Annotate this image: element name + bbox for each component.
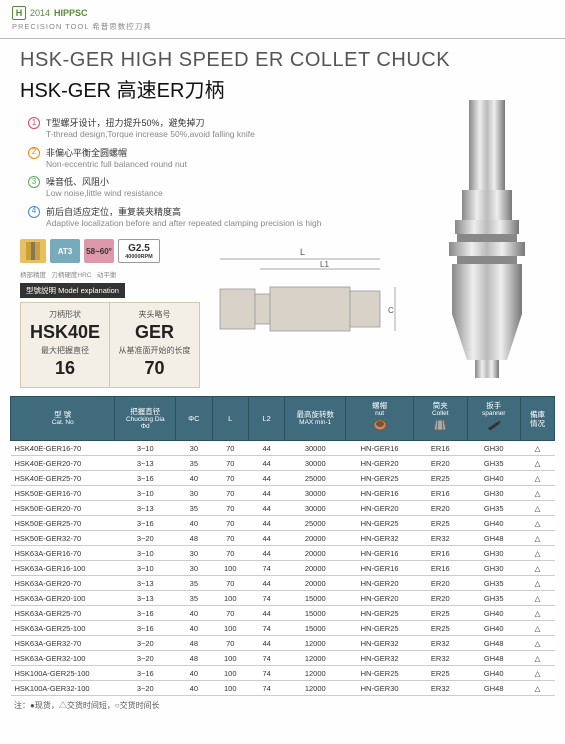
table-row: HSK63A-GER25-703~1640704415000HN-GER25ER…	[11, 606, 555, 621]
col-nut: 螺帽nut	[346, 397, 414, 441]
badge-hrc: 58~60°	[84, 239, 114, 263]
spec-table: 型 號Cat. No 把握直径Chucking DiaΦd ΦC L L2 最高…	[10, 396, 555, 696]
col-collet: 筒夹Collet	[414, 397, 467, 441]
spanner-icon	[486, 418, 502, 432]
divider	[0, 38, 565, 39]
table-row: HSK63A-GER16-1003~10301007420000HN-GER16…	[11, 561, 555, 576]
col-spanner: 扳手spanner	[467, 397, 520, 441]
model-explain-box: 刀柄形状 HSK40E 最大把握直径 16 夹头略号 GER 从基准面开始的长度…	[20, 302, 200, 388]
col-l: L	[212, 397, 248, 441]
col-l2: L2	[248, 397, 284, 441]
table-row: HSK63A-GER16-703~1030704420000HN-GER16ER…	[11, 546, 555, 561]
badge-icon	[20, 239, 46, 263]
table-row: HSK100A-GER25-1003~16401007412000HN-GER2…	[11, 666, 555, 681]
table-row: HSK50E-GER25-703~1640704425000HN-GER25ER…	[11, 516, 555, 531]
badge-at3: AT3	[50, 239, 80, 263]
feature-en: Adaptive localization before and after r…	[46, 218, 321, 229]
table-row: HSK63A-GER32-703~2048704412000HN-GER32ER…	[11, 636, 555, 651]
table-row: HSK63A-GER20-703~1335704420000HN-GER20ER…	[11, 576, 555, 591]
title-cn: HSK-GER 高速ER刀柄	[20, 74, 545, 103]
table-row: HSK50E-GER32-703~2048704420000HN-GER32ER…	[11, 531, 555, 546]
brand-bar: H 2014 HIPPSC	[12, 6, 553, 20]
brand-year: 2014	[30, 8, 50, 18]
feature-en: Non-eccentric full balanced round nut	[46, 159, 187, 170]
feature-item: 4 前后自适应定位，重复装夹精度高 Adaptive localization …	[28, 206, 340, 230]
col-dia: 把握直径Chucking DiaΦd	[115, 397, 176, 441]
collet-icon	[432, 418, 448, 432]
feature-cn: 非偏心平衡全圆螺帽	[46, 147, 187, 159]
col-catno: 型 號Cat. No	[11, 397, 115, 441]
brand-name: HIPPSC	[54, 8, 88, 18]
table-row: HSK63A-GER20-1003~13351007415000HN-GER20…	[11, 591, 555, 606]
brand-logo-icon: H	[12, 6, 26, 20]
badge-subtext: 柄部精度 刀柄硬度HRC 动平衡	[20, 269, 200, 279]
title-en: HSK-GER HIGH SPEED ER COLLET CHUCK	[20, 49, 545, 72]
badge-g25: G2.5 40000RPM	[118, 239, 160, 263]
table-row: HSK100A-GER32-1003~20401007412000HN-GER3…	[11, 681, 555, 696]
table-row: HSK50E-GER20-703~1335704430000HN-GER20ER…	[11, 501, 555, 516]
table-row: HSK40E-GER20-703~1335704430000HN-GER20ER…	[11, 456, 555, 471]
feature-num-icon: 3	[28, 176, 40, 188]
footnote: 注：●现货，△交货时间短，○交货时间长	[0, 696, 565, 715]
model-explain-label: 型號説明 Model explanation	[20, 283, 125, 298]
feature-num-icon: 2	[28, 147, 40, 159]
feature-cn: 前后自适应定位，重复装夹精度高	[46, 206, 321, 218]
table-row: HSK50E-GER16-703~1030704430000HN-GER16ER…	[11, 486, 555, 501]
feature-num-icon: 1	[28, 117, 40, 129]
brand-tagline: PRECISION TOOL 希普思数控刀具	[12, 21, 553, 32]
spec-badges: AT3 58~60° G2.5 40000RPM	[20, 239, 200, 263]
nut-icon	[372, 418, 388, 432]
svg-text:C: C	[388, 306, 394, 315]
feature-cn: 噪音低、风阻小	[46, 176, 163, 188]
feature-cn: T型螺牙设计，扭力提升50%，避免掉刀	[46, 117, 255, 129]
col-c: ΦC	[176, 397, 212, 441]
table-row: HSK63A-GER25-1003~16401007415000HN-GER25…	[11, 621, 555, 636]
feature-num-icon: 4	[28, 206, 40, 218]
feature-en: T-thread design,Torque increase 50%,avoi…	[46, 129, 255, 140]
feature-item: 3 噪音低、风阻小 Low noise,little wind resistan…	[28, 176, 340, 200]
table-row: HSK63A-GER32-1003~20481007412000HN-GER32…	[11, 651, 555, 666]
feature-item: 1 T型螺牙设计，扭力提升50%，避免掉刀 T-thread design,To…	[28, 117, 340, 141]
col-stock: 備庫情况	[520, 397, 554, 441]
svg-text:L1: L1	[320, 260, 329, 269]
feature-en: Low noise,little wind resistance	[46, 188, 163, 199]
table-row: HSK40E-GER25-703~1640704425000HN-GER25ER…	[11, 471, 555, 486]
feature-item: 2 非偏心平衡全圆螺帽 Non-eccentric full balanced …	[28, 147, 340, 171]
table-row: HSK40E-GER16-703~1030704430000HN-GER16ER…	[11, 441, 555, 456]
product-photo	[427, 100, 547, 380]
feature-list: 1 T型螺牙设计，扭力提升50%，避免掉刀 T-thread design,To…	[0, 103, 360, 229]
col-max: 最高旋转数MAX min-1	[285, 397, 346, 441]
svg-text:L: L	[300, 247, 305, 257]
